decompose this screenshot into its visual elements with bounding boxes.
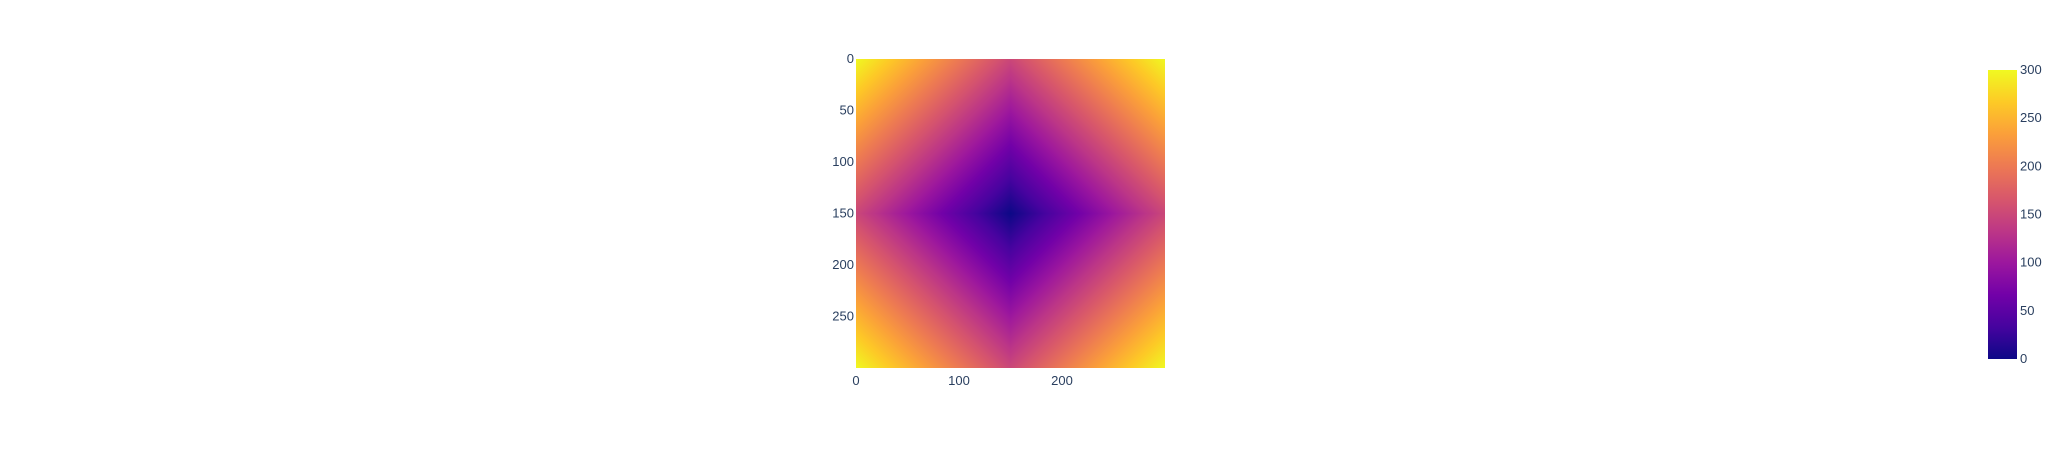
colorbar-tick-label: 300 bbox=[2020, 62, 2042, 77]
colorbar-ticks: 0 50 100 150 200 250 300 bbox=[2020, 62, 2042, 366]
y-tick-label: 0 bbox=[847, 51, 854, 66]
x-tick-label: 0 bbox=[852, 373, 859, 388]
x-tick-label: 100 bbox=[948, 373, 970, 388]
colorbar: 0 50 100 150 200 250 300 bbox=[1988, 62, 2042, 366]
colorbar-tick-label: 0 bbox=[2020, 351, 2027, 366]
x-tick-label: 200 bbox=[1051, 373, 1073, 388]
y-tick-label: 50 bbox=[840, 103, 854, 118]
colorbar-gradient bbox=[1988, 70, 2017, 359]
y-axis-ticks: 0 50 100 150 200 250 bbox=[832, 51, 854, 324]
y-tick-label: 200 bbox=[832, 257, 854, 272]
colorbar-tick-label: 100 bbox=[2020, 255, 2042, 270]
heatmap-plot-area bbox=[856, 59, 1165, 368]
colorbar-tick-label: 250 bbox=[2020, 110, 2042, 125]
colorbar-tick-label: 150 bbox=[2020, 207, 2042, 222]
y-tick-label: 250 bbox=[832, 309, 854, 324]
y-tick-label: 100 bbox=[832, 154, 854, 169]
x-axis-ticks: 0 100 200 bbox=[852, 373, 1072, 388]
heatmap-image bbox=[856, 59, 1165, 368]
y-tick-label: 150 bbox=[832, 206, 854, 221]
colorbar-tick-label: 50 bbox=[2020, 303, 2034, 318]
colorbar-tick-label: 200 bbox=[2020, 158, 2042, 173]
